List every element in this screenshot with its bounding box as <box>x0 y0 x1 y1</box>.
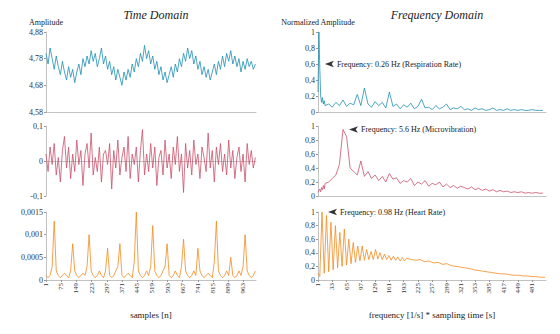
svg-text:161: 161 <box>385 283 393 294</box>
svg-text:frequency [1/s] * sampling tim: frequency [1/s] * sampling time [s] <box>369 310 496 320</box>
svg-text:741: 741 <box>194 283 202 294</box>
svg-text:481: 481 <box>528 283 536 294</box>
svg-text:353: 353 <box>471 283 479 294</box>
svg-text:0,8: 0,8 <box>305 136 315 145</box>
svg-text:0,6: 0,6 <box>305 60 315 69</box>
svg-text:Normalized Amplitude: Normalized Amplitude <box>281 18 355 27</box>
svg-text:0: 0 <box>311 275 315 285</box>
svg-text:Frequency: 5.6 Hz (Microvibrat: Frequency: 5.6 Hz (Microvibration) <box>361 125 476 134</box>
svg-text:149: 149 <box>72 283 80 294</box>
svg-text:0,2: 0,2 <box>305 92 315 101</box>
svg-text:445: 445 <box>133 283 141 294</box>
svg-text:0,0015: 0,0015 <box>21 208 43 217</box>
svg-text:0: 0 <box>311 192 315 201</box>
svg-text:0: 0 <box>39 157 43 166</box>
svg-text:33: 33 <box>328 283 336 291</box>
svg-text:385: 385 <box>485 283 493 294</box>
svg-text:0: 0 <box>311 108 315 117</box>
svg-text:0,4: 0,4 <box>305 76 315 85</box>
svg-text:0,6: 0,6 <box>305 150 315 159</box>
svg-text:Frequency: 0.26 Hz (Respiratio: Frequency: 0.26 Hz (Respiration Rate) <box>337 60 462 69</box>
svg-text:963: 963 <box>239 283 247 294</box>
svg-text:Amplitude: Amplitude <box>29 18 64 27</box>
svg-text:289: 289 <box>443 283 451 294</box>
svg-text:Time Domain: Time Domain <box>123 8 188 22</box>
svg-text:225: 225 <box>414 283 422 294</box>
svg-text:Frequency Domain: Frequency Domain <box>390 8 484 22</box>
svg-text:193: 193 <box>400 283 408 294</box>
svg-text:0,001: 0,001 <box>25 230 43 239</box>
svg-text:449: 449 <box>514 283 522 294</box>
svg-text:Frequency: 0.98 Hz (Heart Rate: Frequency: 0.98 Hz (Heart Rate) <box>340 208 445 217</box>
svg-text:0,8: 0,8 <box>305 44 315 53</box>
svg-text:-0,1: -0,1 <box>30 192 43 201</box>
svg-text:samples [n]: samples [n] <box>130 310 172 320</box>
svg-text:0,6: 0,6 <box>305 235 315 244</box>
svg-text:1: 1 <box>311 122 315 131</box>
svg-text:1: 1 <box>314 283 322 287</box>
svg-text:519: 519 <box>148 283 156 294</box>
svg-text:667: 667 <box>179 283 187 294</box>
svg-text:0: 0 <box>39 275 43 285</box>
svg-text:0,4: 0,4 <box>305 164 315 173</box>
svg-text:889: 889 <box>224 283 232 294</box>
svg-text:75: 75 <box>57 283 65 291</box>
svg-text:4,88: 4,88 <box>29 28 43 37</box>
svg-text:257: 257 <box>428 283 436 294</box>
svg-text:0,2: 0,2 <box>305 178 315 187</box>
svg-text:0,0005: 0,0005 <box>21 253 43 262</box>
svg-text:0,8: 0,8 <box>305 221 315 230</box>
svg-text:0,1: 0,1 <box>33 122 43 131</box>
svg-text:0,4: 0,4 <box>305 248 315 257</box>
svg-text:297: 297 <box>103 283 111 294</box>
svg-text:4,78: 4,78 <box>29 54 43 63</box>
svg-text:4,68: 4,68 <box>29 81 43 90</box>
svg-text:815: 815 <box>209 283 217 294</box>
svg-text:1: 1 <box>311 208 315 217</box>
svg-text:4,58: 4,58 <box>29 108 43 117</box>
svg-text:1: 1 <box>42 283 50 287</box>
svg-text:223: 223 <box>88 283 96 294</box>
svg-text:593: 593 <box>164 283 172 294</box>
svg-text:1: 1 <box>311 28 315 37</box>
svg-text:0,2: 0,2 <box>305 262 315 271</box>
svg-text:417: 417 <box>500 283 508 294</box>
svg-text:97: 97 <box>357 283 365 291</box>
svg-text:371: 371 <box>118 283 126 294</box>
svg-text:129: 129 <box>371 283 379 294</box>
svg-text:321: 321 <box>457 283 465 294</box>
svg-text:65: 65 <box>343 283 351 291</box>
